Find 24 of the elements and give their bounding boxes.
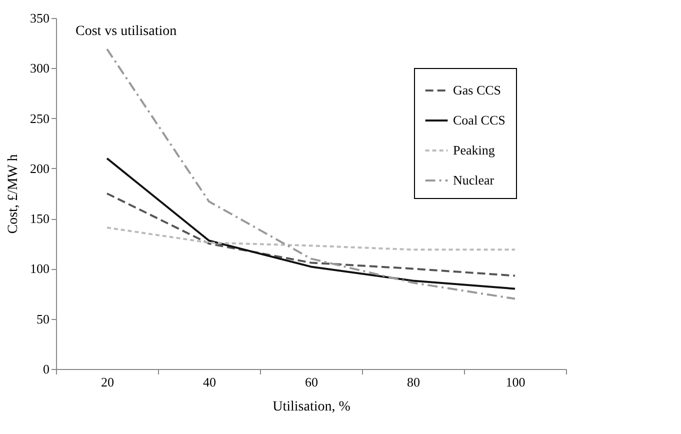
x-tick-label: 60 <box>305 374 318 390</box>
line-series <box>106 48 516 300</box>
x-tick-label: 80 <box>407 374 420 390</box>
y-tick-label: 200 <box>30 160 50 176</box>
legend-label: Gas CCS <box>453 82 502 98</box>
legend-label: Peaking <box>453 142 496 158</box>
x-axis-title: Utilisation, % <box>272 400 351 414</box>
line-series <box>106 192 516 277</box>
legend-label: Coal CCS <box>453 112 506 128</box>
chart-title: Cost vs utilisation <box>76 24 177 39</box>
x-tick-label: 40 <box>203 374 216 390</box>
y-tick-label: 350 <box>30 10 50 26</box>
line-series <box>106 226 516 251</box>
y-tick-label: 250 <box>30 110 50 126</box>
x-tick-label: 20 <box>101 374 114 390</box>
y-tick-label: 50 <box>36 311 50 326</box>
y-axis-title: Cost, £/MW h <box>6 154 21 234</box>
y-tick-label: 150 <box>30 211 50 226</box>
x-tick-label: 100 <box>506 374 526 390</box>
line-series <box>106 157 516 290</box>
legend-label: Nuclear <box>453 172 495 188</box>
y-tick-label: 100 <box>30 261 50 276</box>
y-tick-label: 300 <box>30 60 50 76</box>
y-tick-label: 0 <box>43 362 50 376</box>
